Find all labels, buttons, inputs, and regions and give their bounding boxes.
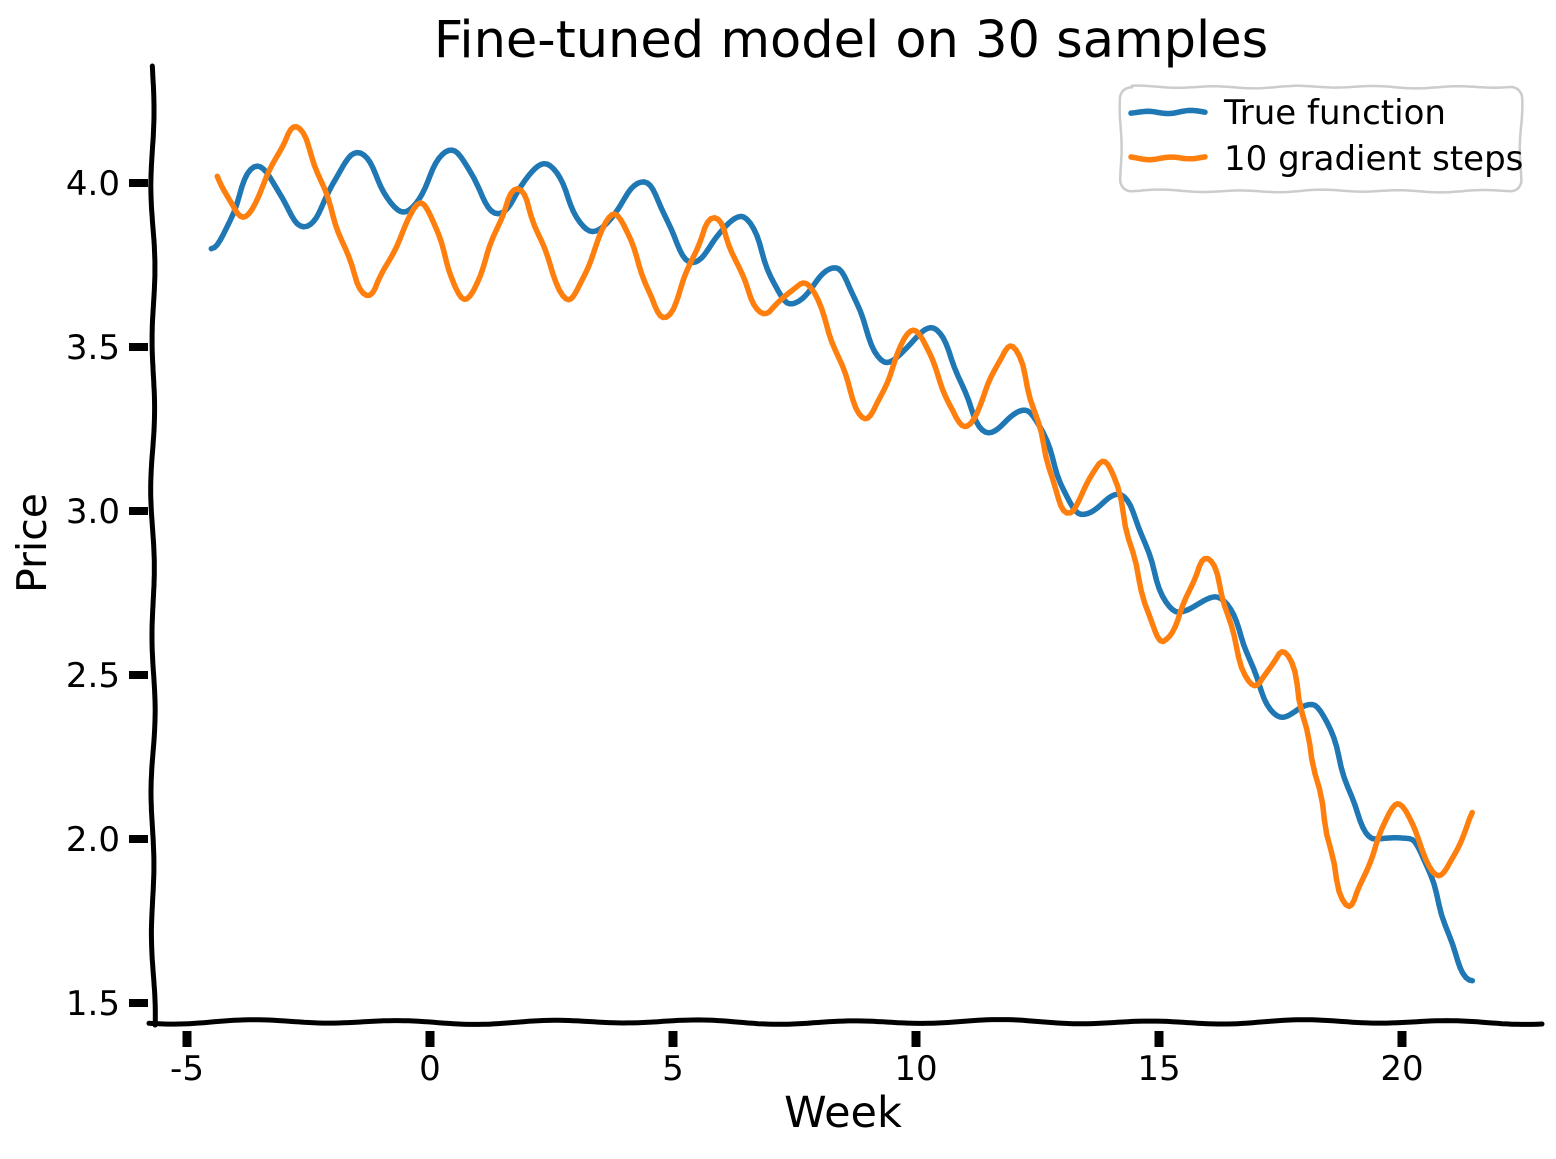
legend-line-sample-true-function xyxy=(1128,107,1208,117)
series-10-gradient-steps-line xyxy=(214,123,1475,910)
legend-label-10-gradient-steps: 10 gradient steps xyxy=(1224,139,1523,179)
y-tick-label: 3.0 xyxy=(66,492,120,532)
x-tick-label: 15 xyxy=(1137,1049,1180,1089)
x-tick-label: -5 xyxy=(170,1049,204,1089)
x-tick-label: 10 xyxy=(894,1049,937,1089)
y-tick-label: 4.0 xyxy=(66,164,120,204)
y-tick-label: 1.5 xyxy=(66,984,120,1024)
x-tick-marks xyxy=(182,1031,1407,1047)
chart-title: Fine-tuned model on 30 samples xyxy=(434,11,1268,70)
y-axis-spine xyxy=(148,63,158,1028)
legend: True function 10 gradient steps xyxy=(1118,84,1524,194)
x-tick-label: 0 xyxy=(419,1049,441,1089)
y-tick-marks xyxy=(129,179,148,1007)
y-tick-labels: 4.0 3.5 3.0 2.5 2.0 1.5 xyxy=(66,164,120,1024)
legend-label-true-function: True function xyxy=(1223,93,1446,133)
x-axis-label: Week xyxy=(784,1088,902,1138)
legend-border xyxy=(1118,84,1524,194)
x-tick-labels: -5 0 5 10 15 20 xyxy=(170,1049,1424,1089)
y-tick-label: 3.5 xyxy=(66,328,120,368)
x-axis-spine xyxy=(146,1017,1545,1027)
x-tick-label: 5 xyxy=(662,1049,684,1089)
y-axis-label: Price xyxy=(8,493,56,593)
x-tick-label: 20 xyxy=(1380,1049,1423,1089)
y-tick-label: 2.5 xyxy=(66,656,120,696)
legend-line-sample-10-gradient-steps xyxy=(1128,154,1208,163)
series-true-function-line xyxy=(208,147,1476,984)
y-tick-label: 2.0 xyxy=(66,820,120,860)
